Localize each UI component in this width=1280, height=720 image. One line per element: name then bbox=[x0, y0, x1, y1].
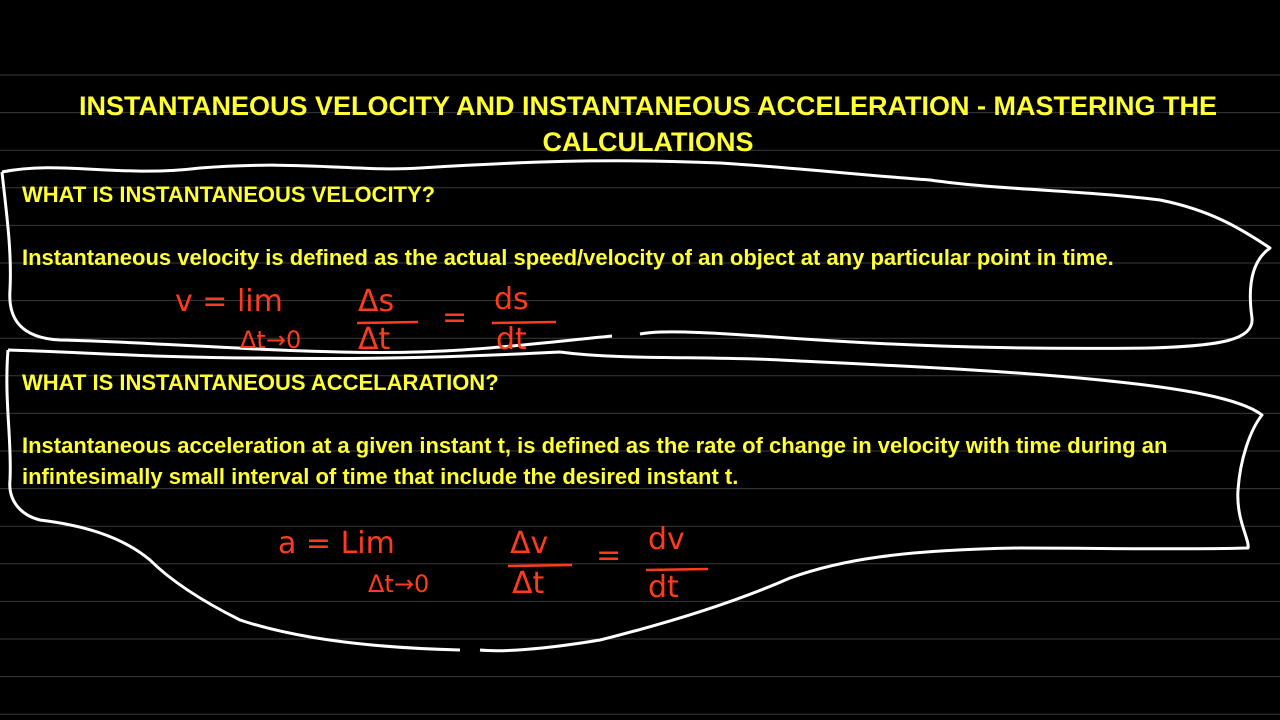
formula-result-numerator: ds bbox=[494, 282, 529, 317]
formula-denominator: Δt bbox=[512, 566, 545, 601]
section-body: Instantaneous acceleration at a given in… bbox=[22, 433, 1168, 489]
formula-numerator: Δv bbox=[510, 526, 549, 561]
section-heading: WHAT IS INSTANTANEOUS ACCELARATION? bbox=[22, 370, 499, 395]
formula-result-denominator: dt bbox=[648, 570, 679, 605]
formula-numerator: Δs bbox=[358, 284, 395, 319]
fraction-bar bbox=[356, 320, 419, 325]
fraction-bar bbox=[491, 320, 557, 325]
formula-result-denominator: dt bbox=[496, 322, 527, 357]
formula-result-numerator: dv bbox=[648, 522, 685, 557]
formula-limit: Δt→0 bbox=[240, 326, 302, 354]
fraction-bar bbox=[645, 567, 709, 572]
formula-limit: Δt→0 bbox=[368, 570, 430, 598]
slide-title: INSTANTANEOUS VELOCITY AND INSTANTANEOUS… bbox=[78, 91, 1217, 157]
formula-lhs: v = lim bbox=[175, 284, 283, 319]
section-body: Instantaneous velocity is defined as the… bbox=[22, 245, 1114, 270]
formula-denominator: Δt bbox=[358, 322, 391, 357]
outline-acceleration bbox=[5, 348, 1264, 653]
outline-velocity bbox=[0, 159, 1272, 355]
fraction-bar bbox=[507, 563, 573, 568]
formula-equals: = bbox=[442, 300, 468, 335]
formula-lhs: a = Lim bbox=[278, 526, 395, 561]
formula-equals: = bbox=[596, 538, 622, 573]
section-heading: WHAT IS INSTANTANEOUS VELOCITY? bbox=[22, 182, 436, 207]
